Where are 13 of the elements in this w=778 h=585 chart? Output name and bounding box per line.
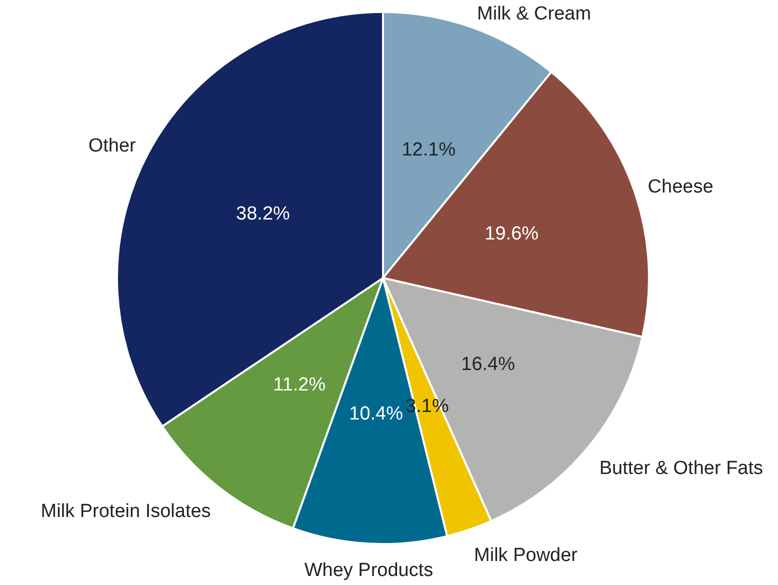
slice-label: Milk & Cream: [477, 2, 592, 27]
slice-label: Other: [88, 134, 136, 159]
slice-label: Milk Protein Isolates: [40, 500, 211, 524]
data-label: 38.2%: [236, 204, 290, 225]
slice-label: Whey Products: [304, 558, 434, 583]
data-label: 12.1%: [402, 139, 456, 160]
slice-label: Milk Powder: [474, 544, 578, 568]
slice-label: Butter & Other Fats: [599, 456, 764, 481]
data-label: 11.2%: [273, 374, 326, 396]
data-label: 19.6%: [484, 223, 539, 244]
data-label: 10.4%: [349, 403, 404, 424]
data-label: 16.4%: [461, 354, 516, 375]
slice-label: Cheese: [648, 175, 714, 200]
